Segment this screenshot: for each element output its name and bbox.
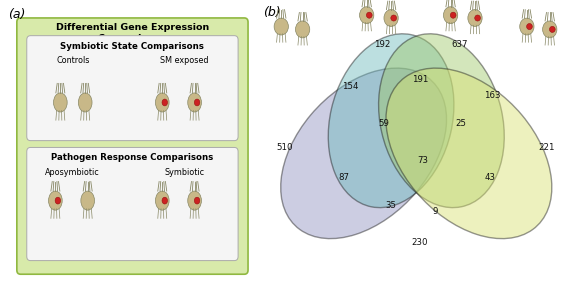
Ellipse shape [162, 197, 167, 204]
Ellipse shape [155, 191, 169, 210]
Text: 154: 154 [342, 82, 358, 91]
FancyBboxPatch shape [27, 147, 238, 261]
Text: SM exposed: SM exposed [160, 56, 209, 65]
Ellipse shape [527, 24, 532, 30]
Ellipse shape [295, 21, 310, 38]
Text: 25: 25 [456, 119, 467, 128]
Ellipse shape [391, 15, 397, 21]
Text: Pathogen Response Comparisons: Pathogen Response Comparisons [51, 153, 214, 162]
Text: 73: 73 [418, 156, 429, 165]
Ellipse shape [328, 34, 454, 208]
Ellipse shape [194, 99, 200, 106]
Text: 192: 192 [374, 39, 390, 49]
Text: Symbiotic: Symbiotic [164, 168, 205, 177]
FancyBboxPatch shape [17, 18, 248, 274]
Ellipse shape [188, 93, 202, 112]
Text: 35: 35 [385, 201, 397, 210]
Ellipse shape [468, 10, 482, 26]
Ellipse shape [55, 197, 60, 204]
Text: 230: 230 [412, 238, 428, 247]
Text: Aposymbiotic: Aposymbiotic [45, 168, 100, 177]
FancyBboxPatch shape [27, 36, 238, 141]
Text: Symbiotic State Comparisons: Symbiotic State Comparisons [60, 43, 205, 51]
Ellipse shape [475, 15, 480, 21]
Ellipse shape [386, 68, 552, 239]
Ellipse shape [54, 93, 67, 112]
Text: 510: 510 [276, 143, 293, 152]
Ellipse shape [194, 197, 200, 204]
Ellipse shape [520, 18, 534, 35]
Ellipse shape [79, 93, 92, 112]
Ellipse shape [155, 93, 169, 112]
Ellipse shape [542, 21, 557, 38]
Text: 87: 87 [338, 173, 349, 182]
Ellipse shape [550, 26, 555, 32]
Ellipse shape [281, 68, 446, 239]
Ellipse shape [367, 12, 372, 18]
Ellipse shape [49, 191, 62, 210]
Text: Controls: Controls [56, 56, 89, 65]
Ellipse shape [162, 99, 167, 106]
Text: 43: 43 [485, 173, 496, 182]
Ellipse shape [359, 7, 374, 24]
Ellipse shape [379, 34, 505, 208]
Ellipse shape [450, 12, 456, 18]
Ellipse shape [444, 7, 458, 24]
Text: (b): (b) [263, 6, 281, 19]
Text: 221: 221 [538, 143, 555, 152]
Ellipse shape [81, 191, 94, 210]
Text: 9: 9 [433, 207, 438, 216]
Text: (a): (a) [8, 9, 25, 21]
Ellipse shape [188, 191, 202, 210]
Ellipse shape [274, 18, 288, 35]
Text: 59: 59 [378, 119, 389, 128]
Ellipse shape [384, 10, 398, 26]
Text: 191: 191 [412, 75, 428, 84]
Text: Differential Gene Expression
Comparisons: Differential Gene Expression Comparisons [56, 23, 209, 43]
Text: 637: 637 [451, 39, 468, 49]
Text: 163: 163 [484, 91, 500, 100]
